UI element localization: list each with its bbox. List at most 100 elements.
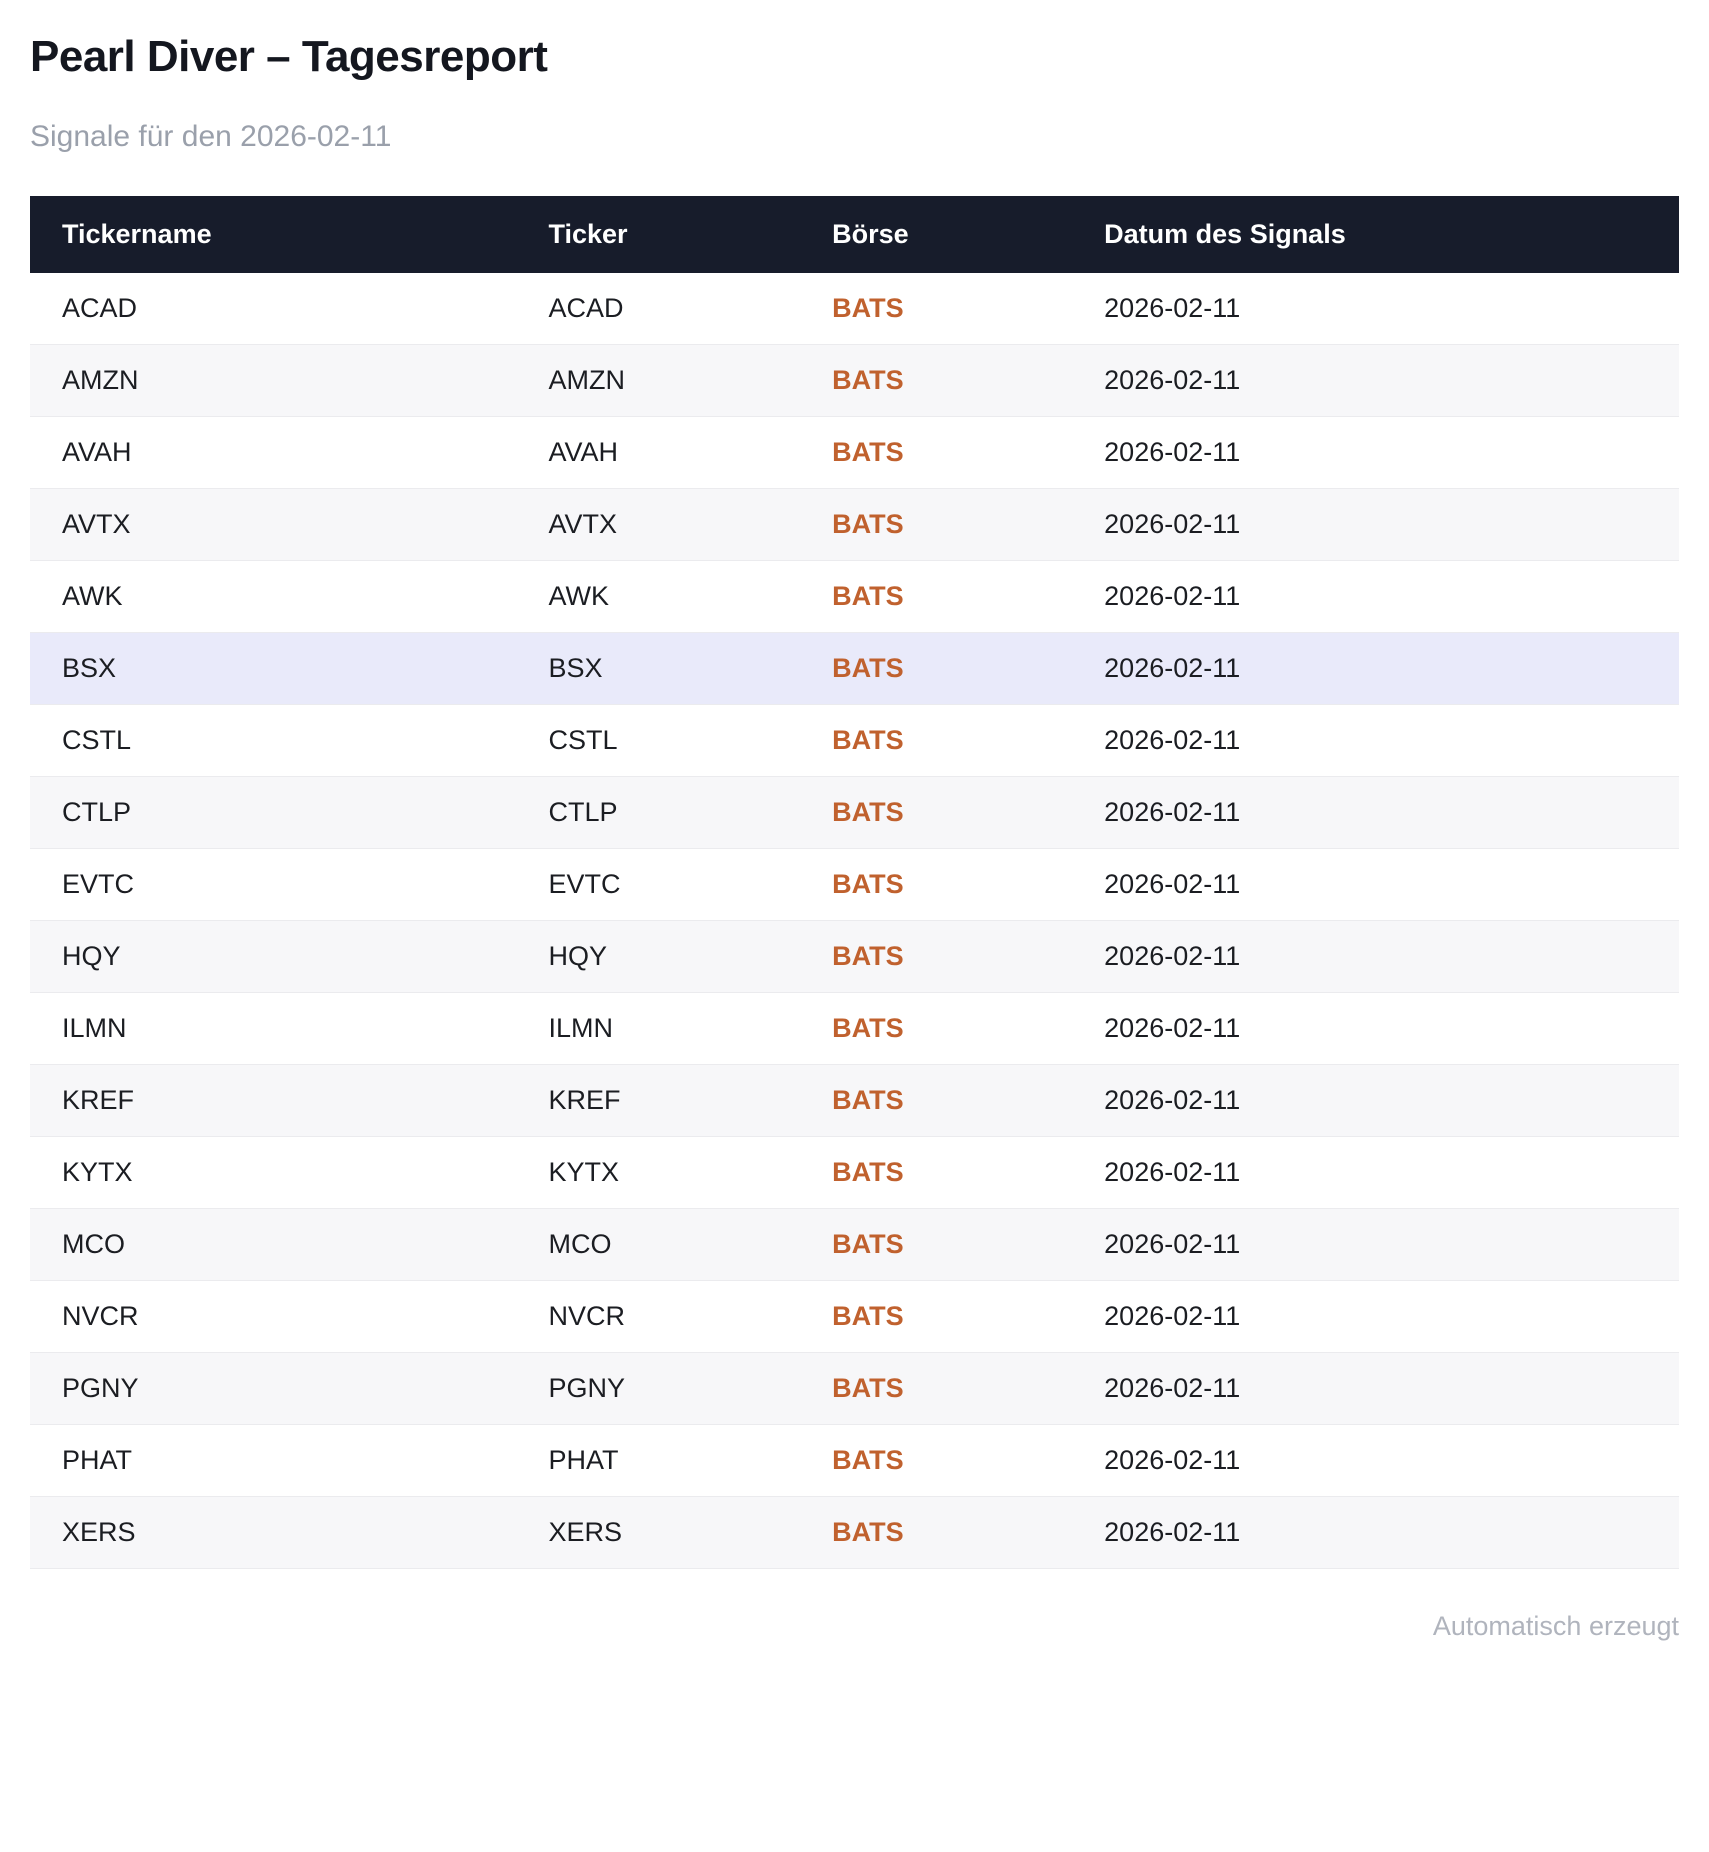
column-header-datum: Datum des Signals	[1072, 196, 1679, 273]
cell-ticker: KYTX	[516, 1136, 801, 1209]
cell-signal-date: 2026-02-11	[1072, 704, 1679, 777]
exchange-link[interactable]: BATS	[800, 1064, 1073, 1137]
cell-signal-date: 2026-02-11	[1072, 776, 1679, 849]
table-header-row: Tickername Ticker Börse Datum des Signal…	[30, 196, 1679, 273]
page-subtitle: Signale für den 2026-02-11	[30, 120, 392, 153]
cell-tickername: AVAH	[30, 416, 517, 489]
exchange-link[interactable]: BATS	[800, 416, 1073, 489]
cell-ticker: CTLP	[516, 776, 801, 849]
cell-signal-date: 2026-02-11	[1072, 560, 1679, 633]
cell-tickername: EVTC	[30, 848, 517, 921]
table-row: EVTC EVTC BATS 2026-02-11	[30, 848, 1679, 921]
table-row: NVCR NVCR BATS 2026-02-11	[30, 1280, 1679, 1353]
cell-ticker: HQY	[516, 920, 801, 993]
exchange-link[interactable]: BATS	[800, 1280, 1073, 1353]
cell-signal-date: 2026-02-11	[1072, 1496, 1679, 1569]
cell-ticker: EVTC	[516, 848, 801, 921]
cell-ticker: AVTX	[516, 488, 801, 561]
exchange-link[interactable]: BATS	[800, 920, 1073, 993]
cell-ticker: ILMN	[516, 992, 801, 1065]
exchange-link[interactable]: BATS	[800, 632, 1073, 705]
cell-tickername: PHAT	[30, 1424, 517, 1497]
cell-signal-date: 2026-02-11	[1072, 1352, 1679, 1425]
cell-ticker: AVAH	[516, 416, 801, 489]
exchange-link[interactable]: BATS	[800, 560, 1073, 633]
cell-tickername: ACAD	[30, 273, 517, 345]
cell-tickername: AWK	[30, 560, 517, 633]
cell-ticker: MCO	[516, 1208, 801, 1281]
cell-ticker: AWK	[516, 560, 801, 633]
cell-signal-date: 2026-02-11	[1072, 992, 1679, 1065]
signals-table: Tickername Ticker Börse Datum des Signal…	[30, 196, 1679, 1569]
table-row: CSTL CSTL BATS 2026-02-11	[30, 704, 1679, 777]
cell-tickername: CSTL	[30, 704, 517, 777]
cell-tickername: CTLP	[30, 776, 517, 849]
table-row: AWK AWK BATS 2026-02-11	[30, 560, 1679, 633]
exchange-link[interactable]: BATS	[800, 848, 1073, 921]
cell-ticker: CSTL	[516, 704, 801, 777]
cell-ticker: PHAT	[516, 1424, 801, 1497]
table-row: ACAD ACAD BATS 2026-02-11	[30, 273, 1679, 345]
exchange-link[interactable]: BATS	[800, 776, 1073, 849]
exchange-link[interactable]: BATS	[800, 1136, 1073, 1209]
cell-ticker: NVCR	[516, 1280, 801, 1353]
column-header-boerse: Börse	[800, 196, 1073, 273]
table-row: PGNY PGNY BATS 2026-02-11	[30, 1352, 1679, 1425]
exchange-link[interactable]: BATS	[800, 273, 1073, 345]
cell-ticker: KREF	[516, 1064, 801, 1137]
exchange-link[interactable]: BATS	[800, 1208, 1073, 1281]
exchange-link[interactable]: BATS	[800, 704, 1073, 777]
table-row: BSX BSX BATS 2026-02-11	[30, 632, 1679, 705]
table-row: CTLP CTLP BATS 2026-02-11	[30, 776, 1679, 849]
exchange-link[interactable]: BATS	[800, 344, 1073, 417]
cell-tickername: KREF	[30, 1064, 517, 1137]
table-row: KREF KREF BATS 2026-02-11	[30, 1064, 1679, 1137]
table-row: ILMN ILMN BATS 2026-02-11	[30, 992, 1679, 1065]
report-page: Pearl Diver – Tagesreport Signale für de…	[30, 32, 1679, 1641]
cell-signal-date: 2026-02-11	[1072, 1424, 1679, 1497]
cell-signal-date: 2026-02-11	[1072, 273, 1679, 345]
cell-tickername: AMZN	[30, 344, 517, 417]
exchange-link[interactable]: BATS	[800, 1424, 1073, 1497]
cell-ticker: PGNY	[516, 1352, 801, 1425]
table-row: AVAH AVAH BATS 2026-02-11	[30, 416, 1679, 489]
cell-ticker: ACAD	[516, 273, 801, 345]
table-row: KYTX KYTX BATS 2026-02-11	[30, 1136, 1679, 1209]
table-row: AMZN AMZN BATS 2026-02-11	[30, 344, 1679, 417]
table-body: ACAD ACAD BATS 2026-02-11 AMZN AMZN BATS…	[30, 273, 1679, 1569]
cell-tickername: BSX	[30, 632, 517, 705]
cell-signal-date: 2026-02-11	[1072, 344, 1679, 417]
cell-signal-date: 2026-02-11	[1072, 1136, 1679, 1209]
column-header-ticker: Ticker	[516, 196, 801, 273]
cell-signal-date: 2026-02-11	[1072, 920, 1679, 993]
table-row: MCO MCO BATS 2026-02-11	[30, 1208, 1679, 1281]
cell-tickername: NVCR	[30, 1280, 517, 1353]
page-title: Pearl Diver – Tagesreport	[30, 32, 548, 81]
cell-signal-date: 2026-02-11	[1072, 1280, 1679, 1353]
table-row: PHAT PHAT BATS 2026-02-11	[30, 1424, 1679, 1497]
cell-signal-date: 2026-02-11	[1072, 416, 1679, 489]
cell-tickername: KYTX	[30, 1136, 517, 1209]
cell-signal-date: 2026-02-11	[1072, 488, 1679, 561]
cell-signal-date: 2026-02-11	[1072, 848, 1679, 921]
cell-signal-date: 2026-02-11	[1072, 1064, 1679, 1137]
exchange-link[interactable]: BATS	[800, 1352, 1073, 1425]
cell-tickername: AVTX	[30, 488, 517, 561]
exchange-link[interactable]: BATS	[800, 1496, 1073, 1569]
exchange-link[interactable]: BATS	[800, 488, 1073, 561]
table-row: XERS XERS BATS 2026-02-11	[30, 1496, 1679, 1569]
cell-tickername: XERS	[30, 1496, 517, 1569]
cell-tickername: ILMN	[30, 992, 517, 1065]
cell-ticker: AMZN	[516, 344, 801, 417]
exchange-link[interactable]: BATS	[800, 992, 1073, 1065]
column-header-tickername: Tickername	[30, 196, 517, 273]
table-header: Tickername Ticker Börse Datum des Signal…	[30, 196, 1679, 273]
cell-ticker: XERS	[516, 1496, 801, 1569]
cell-tickername: HQY	[30, 920, 517, 993]
table-row: AVTX AVTX BATS 2026-02-11	[30, 488, 1679, 561]
cell-tickername: PGNY	[30, 1352, 517, 1425]
cell-signal-date: 2026-02-11	[1072, 632, 1679, 705]
footer-note: Automatisch erzeugt	[1432, 1611, 1679, 1641]
cell-ticker: BSX	[516, 632, 801, 705]
cell-signal-date: 2026-02-11	[1072, 1208, 1679, 1281]
